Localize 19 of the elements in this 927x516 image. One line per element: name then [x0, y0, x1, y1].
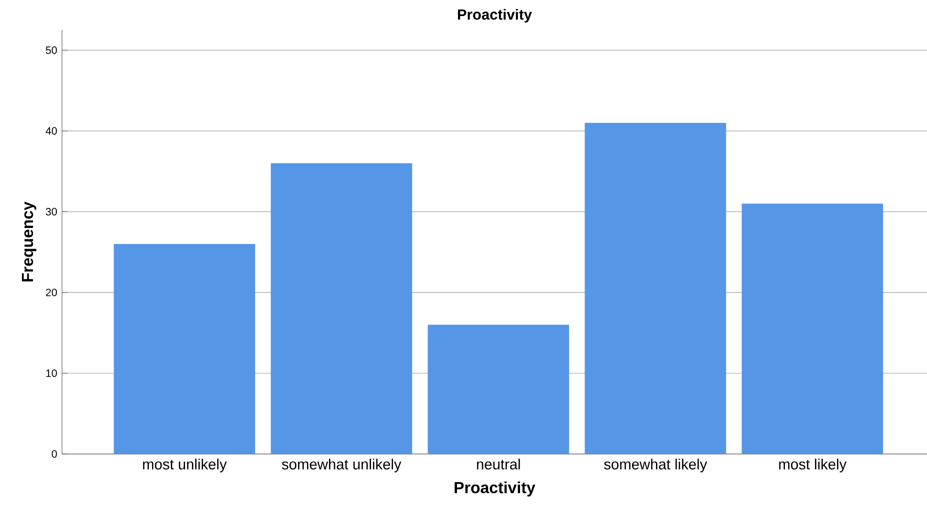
chart-title: Proactivity — [458, 8, 532, 23]
y-tick-label: 20 — [46, 288, 57, 296]
x-tick-label: neutral — [476, 458, 520, 470]
y-axis-title: Frequency — [22, 202, 36, 282]
x-axis-title: Proactivity — [454, 482, 536, 496]
y-tick-label: 40 — [46, 127, 57, 135]
x-tick-label: somewhat likely — [604, 458, 708, 472]
x-tick-label: somewhat unlikely — [282, 458, 402, 472]
x-tick-label: most likely — [779, 458, 847, 472]
bar — [270, 163, 412, 454]
y-tick-label: 0 — [52, 450, 57, 458]
bar — [114, 244, 256, 454]
y-tick-label: 10 — [46, 369, 57, 377]
bar — [428, 324, 570, 454]
bar — [584, 122, 726, 454]
y-tick-label: 30 — [46, 208, 57, 216]
x-tick-label: most unlikely — [143, 458, 227, 472]
y-tick-label: 50 — [46, 46, 57, 54]
bar — [742, 204, 884, 454]
